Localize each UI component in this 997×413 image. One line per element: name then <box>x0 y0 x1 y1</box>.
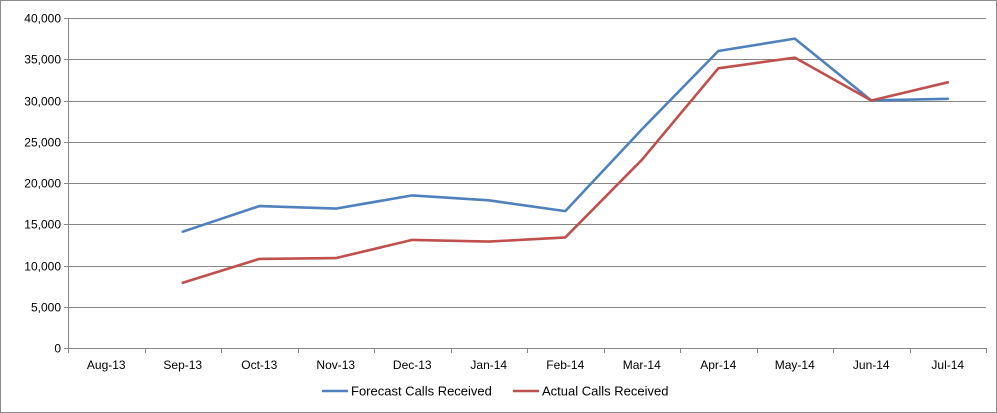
x-axis: Aug-13 Sep-13 Oct-13 Nov-13 Dec-13 Jan-14 Feb-… <box>68 18 987 372</box>
x-tick-label: Dec-13 <box>393 358 432 372</box>
y-tick-label: 25,000 <box>24 136 61 150</box>
x-tick-label: Nov-13 <box>316 358 355 372</box>
y-axis-ticks: 0 5,000 10,000 15,000 20,000 25,000 30,000 35,0… <box>24 12 61 356</box>
y-tick-label: 35,000 <box>24 53 61 67</box>
y-tick-label: 15,000 <box>24 218 61 232</box>
y-tick-label: 20,000 <box>24 177 61 191</box>
series-line-forecast <box>181 37 950 233</box>
x-tick-label: Jun-14 <box>853 358 890 372</box>
legend-label-actual: Actual Calls Received <box>542 384 668 399</box>
y-tick-label: 5,000 <box>31 301 61 315</box>
x-tick-label: Oct-13 <box>241 358 277 372</box>
x-tick-label: May-14 <box>775 358 815 372</box>
y-tick-label: 40,000 <box>24 12 61 26</box>
x-tick-label: Sep-13 <box>163 358 202 372</box>
series-lines <box>181 37 950 285</box>
y-tick-label: 10,000 <box>24 260 61 274</box>
x-tick-label: Jul-14 <box>931 358 964 372</box>
x-tick-label: Aug-13 <box>87 358 126 372</box>
x-tick-label: Apr-14 <box>700 358 736 372</box>
legend: Forecast Calls Received Actual Calls Rece… <box>322 384 668 399</box>
x-tick-label: Jan-14 <box>470 358 507 372</box>
series-line-actual <box>181 56 950 285</box>
x-tick-label: Feb-14 <box>546 358 584 372</box>
y-tick-label: 0 <box>54 342 61 356</box>
x-tick-label: Mar-14 <box>623 358 661 372</box>
legend-label-forecast: Forecast Calls Received <box>351 384 492 399</box>
gridlines <box>64 18 986 349</box>
y-tick-label: 30,000 <box>24 95 61 109</box>
